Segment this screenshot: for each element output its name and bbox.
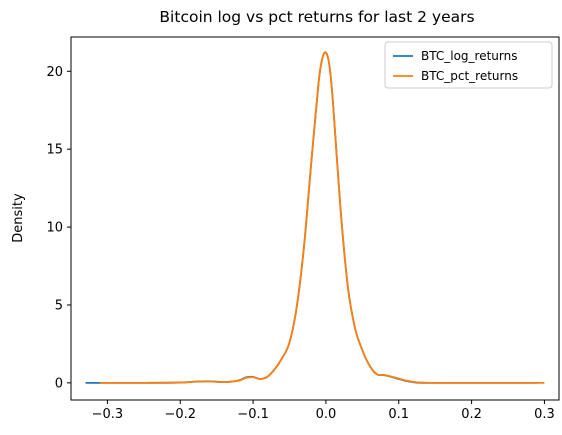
x-tick-label: −0.2 (164, 407, 196, 422)
y-axis-label: Density (11, 193, 26, 243)
y-axis: 0 5 10 15 20 (46, 65, 71, 391)
x-axis: −0.3 −0.2 −0.1 0.0 0.1 0.2 0.3 (92, 400, 555, 422)
x-tick-label: −0.1 (237, 407, 269, 422)
series-layer (85, 51, 545, 384)
y-tick-label: 20 (46, 65, 63, 80)
x-tick-label: 0.1 (388, 407, 409, 422)
plot-area (70, 36, 560, 401)
x-tick-label: 0.0 (316, 407, 337, 422)
x-tick-label: −0.3 (92, 407, 124, 422)
x-tick-label: 0.3 (534, 407, 555, 422)
series-line-BTC_pct_returns (100, 51, 545, 384)
legend-label: BTC_pct_returns (421, 69, 518, 83)
legend: BTC_log_returns BTC_pct_returns (384, 41, 553, 89)
legend-box (384, 41, 553, 89)
y-tick-label: 10 (46, 221, 63, 236)
y-tick-label: 15 (46, 143, 63, 158)
y-tick-label: 0 (55, 376, 63, 391)
series-line-BTC_log_returns (85, 51, 538, 384)
legend-label: BTC_log_returns (421, 49, 517, 63)
y-tick-label: 5 (55, 298, 63, 313)
x-tick-label: 0.2 (461, 407, 482, 422)
chart-title: Bitcoin log vs pct returns for last 2 ye… (159, 8, 474, 26)
